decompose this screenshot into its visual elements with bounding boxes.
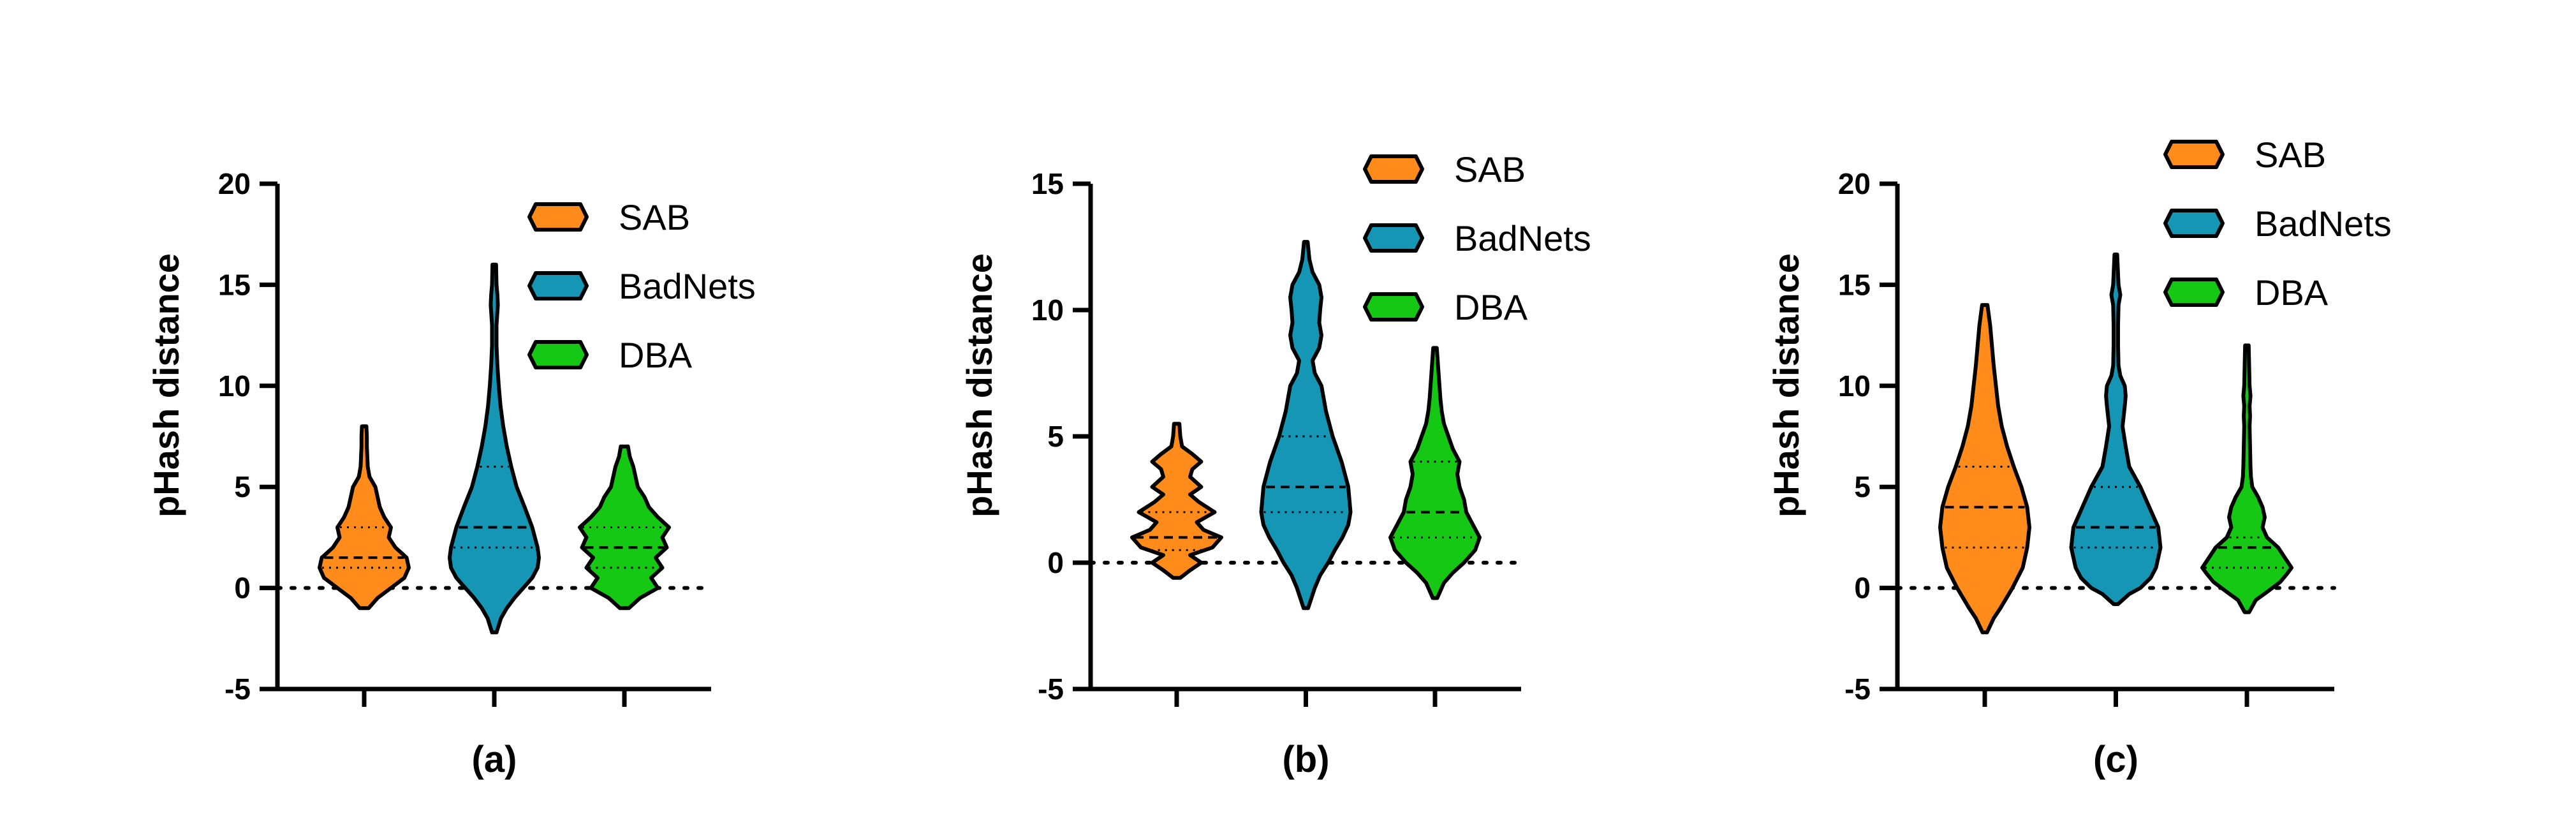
- legend-label-sab: SAB: [2255, 135, 2326, 175]
- y-tick-label: 5: [234, 470, 251, 503]
- violin-badnets: [448, 262, 541, 635]
- y-tick-label: 15: [1031, 167, 1064, 200]
- legend-swatch-badnets: [527, 271, 589, 300]
- y-tick-label: -5: [1038, 672, 1064, 706]
- legend-swatch-dba: [1363, 292, 1424, 322]
- y-tick-label: 0: [1854, 572, 1871, 605]
- legend-swatch-dba: [2163, 278, 2225, 307]
- y-tick-label: 0: [1047, 546, 1064, 579]
- legend-label-dba: DBA: [1454, 287, 1528, 327]
- violin-sab: [318, 424, 411, 611]
- panel-a: -5 0 5 10 15 20 pHash distance (a) SAB BadNets DBA: [146, 167, 756, 780]
- legend-label-sab: SAB: [619, 197, 690, 237]
- y-tick-label: 0: [234, 572, 251, 605]
- legend-swatch-badnets: [1363, 223, 1424, 253]
- legend-label-badnets: BadNets: [1454, 218, 1591, 258]
- legend-swatch-sab: [1363, 154, 1424, 184]
- y-axis-title: pHash distance: [959, 253, 999, 517]
- y-tick-label: 15: [218, 268, 251, 301]
- y-axis-title: pHash distance: [146, 253, 186, 517]
- panel-c: -5 0 5 10 15 20 pHash distance (c) SAB BadNets DBA: [1766, 135, 2392, 780]
- legend-label-badnets: BadNets: [619, 266, 756, 306]
- violin-dba: [1388, 346, 1482, 600]
- legend-label-dba: DBA: [2255, 272, 2329, 313]
- y-tick-label: -5: [224, 672, 251, 706]
- violin-sab: [1130, 422, 1223, 580]
- panel-label: (a): [472, 739, 517, 780]
- legend-label-dba: DBA: [619, 335, 693, 375]
- y-tick-label: 10: [1838, 369, 1871, 403]
- y-tick-label: 20: [218, 167, 251, 200]
- violin-sab: [1938, 303, 2031, 635]
- legend-swatch-sab: [2163, 140, 2225, 169]
- legend-label-sab: SAB: [1454, 149, 1526, 189]
- violin-badnets: [2069, 252, 2163, 606]
- legend-swatch-badnets: [2163, 209, 2225, 238]
- y-tick-label: 20: [1838, 167, 1871, 200]
- y-axis-title: pHash distance: [1766, 253, 1806, 517]
- y-tick-label: 10: [1031, 293, 1064, 327]
- legend-swatch-dba: [527, 340, 589, 369]
- y-tick-label: 10: [218, 369, 251, 403]
- y-tick-label: 5: [1047, 420, 1064, 453]
- legend-swatch-sab: [527, 202, 589, 232]
- y-tick-label: 5: [1854, 470, 1871, 503]
- y-tick-label: 15: [1838, 268, 1871, 301]
- panel-label: (b): [1282, 739, 1329, 780]
- panel-label: (c): [2093, 739, 2138, 780]
- violin-dba: [2200, 343, 2293, 614]
- legend-label-badnets: BadNets: [2255, 204, 2392, 244]
- y-tick-label: -5: [1844, 672, 1871, 706]
- panel-b: -5 0 5 10 15 pHash distance (b) SAB BadNets DBA: [959, 149, 1591, 780]
- violin-badnets: [1259, 240, 1353, 611]
